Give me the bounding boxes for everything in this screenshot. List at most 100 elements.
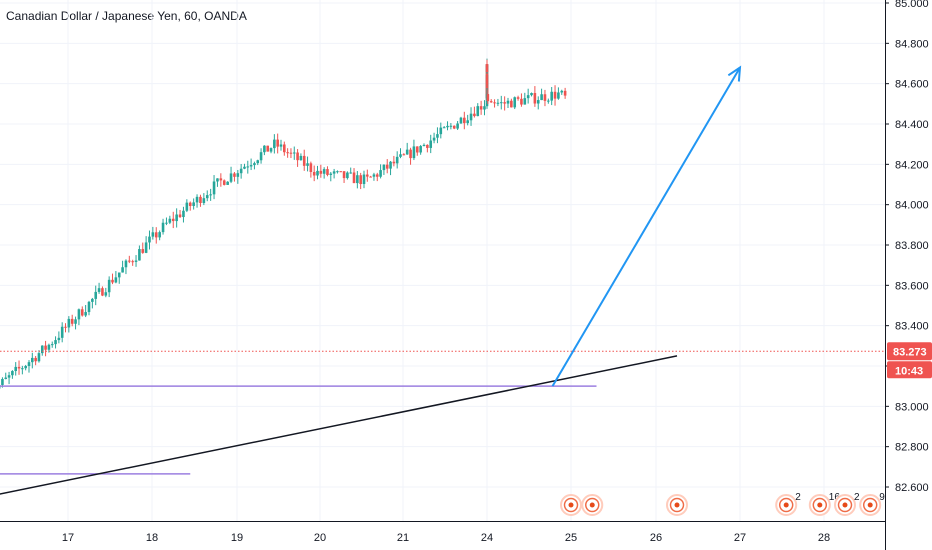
candle-body	[4, 377, 8, 379]
countdown-badge	[887, 361, 932, 379]
candle-body	[499, 102, 503, 104]
candle-body	[289, 152, 293, 154]
candle-body	[483, 106, 486, 110]
candle-body	[14, 366, 18, 372]
candle-body	[496, 102, 500, 104]
candle-body	[446, 125, 449, 128]
candle-body	[526, 95, 530, 99]
event-marker-dot	[783, 502, 789, 508]
candle-body	[476, 106, 480, 117]
forecast-arrow-line	[551, 67, 741, 387]
candle-body	[372, 174, 376, 177]
candle-body	[101, 288, 104, 296]
candle-body	[229, 173, 233, 182]
y-tick-label: 83.800	[895, 240, 929, 252]
event-marker-dot	[589, 502, 595, 508]
candle-body	[286, 152, 289, 154]
candle-body	[557, 92, 560, 99]
event-marker-dot	[842, 502, 848, 508]
candle-body	[479, 106, 483, 110]
candle-body	[188, 202, 192, 206]
candle-body	[259, 152, 263, 161]
candle-body	[148, 236, 151, 243]
candle-body	[117, 272, 121, 278]
grid	[0, 0, 885, 521]
candle-body	[84, 312, 87, 316]
event-marker-dot	[568, 502, 574, 508]
candle-body	[7, 375, 11, 378]
candle-body	[70, 318, 74, 324]
candle-body	[34, 357, 37, 362]
support-trend-line	[0, 355, 678, 495]
candle-body	[114, 277, 118, 283]
candle-body	[178, 214, 182, 218]
candle-body	[466, 120, 469, 124]
last-price-badge	[887, 342, 932, 361]
candle-body	[77, 309, 81, 320]
candle-body	[485, 66, 489, 73]
candle-body	[256, 160, 260, 164]
candle-body	[47, 344, 51, 350]
candle-body	[426, 144, 429, 148]
candle-body	[540, 94, 543, 101]
candle-body	[37, 353, 41, 362]
y-tick-label: 82.800	[895, 442, 929, 454]
candle-body	[439, 127, 443, 135]
chart-title: Canadian Dollar / Japanese Yen, 60, OAND…	[6, 9, 247, 23]
candle-body	[199, 196, 202, 204]
candles	[0, 58, 567, 389]
candle-body	[138, 249, 141, 261]
candle-body	[342, 171, 346, 179]
candle-body	[17, 366, 21, 369]
candle-body	[40, 345, 44, 354]
candle-body	[67, 318, 71, 328]
candle-body	[219, 178, 223, 181]
candle-body	[553, 91, 557, 99]
candle-body	[124, 260, 128, 268]
candle-body	[339, 171, 343, 173]
candle-body	[510, 100, 513, 108]
x-tick-label: 28	[818, 532, 830, 544]
candle-body	[239, 168, 243, 174]
candle-body	[243, 166, 246, 169]
event-marker-dot	[674, 502, 680, 508]
candle-body	[80, 309, 84, 316]
candle-body	[309, 163, 313, 172]
candle-body	[389, 161, 392, 169]
candle-body	[405, 149, 409, 155]
candle-body	[209, 194, 212, 196]
y-tick-label: 83.000	[895, 401, 929, 413]
candle-body	[134, 260, 138, 262]
candle-body	[516, 97, 520, 99]
candle-body	[205, 195, 209, 199]
candle-body	[60, 326, 64, 338]
candle-body	[302, 155, 306, 166]
candle-body	[151, 232, 155, 237]
candle-body	[11, 371, 14, 376]
x-tick-label: 18	[146, 532, 158, 544]
candle-body	[563, 90, 567, 96]
candle-body	[520, 98, 523, 105]
candle-body	[192, 202, 195, 206]
candle-body	[523, 98, 527, 105]
candle-body	[233, 173, 236, 177]
drawings	[0, 65, 885, 495]
x-tick-label: 25	[565, 532, 577, 544]
candle-body	[269, 148, 273, 152]
candle-body	[246, 166, 250, 168]
candle-body	[144, 242, 148, 253]
candle-body	[530, 93, 533, 96]
candle-body	[31, 357, 34, 363]
candle-body	[44, 345, 47, 350]
candle-body	[128, 260, 131, 262]
candle-body	[459, 117, 463, 124]
candle-body	[74, 319, 77, 324]
candle-body	[266, 145, 270, 152]
x-tick-label: 26	[650, 532, 662, 544]
candle-body	[469, 113, 473, 121]
candle-body	[432, 137, 436, 141]
candle-body	[322, 169, 326, 174]
candle-body	[513, 97, 517, 108]
